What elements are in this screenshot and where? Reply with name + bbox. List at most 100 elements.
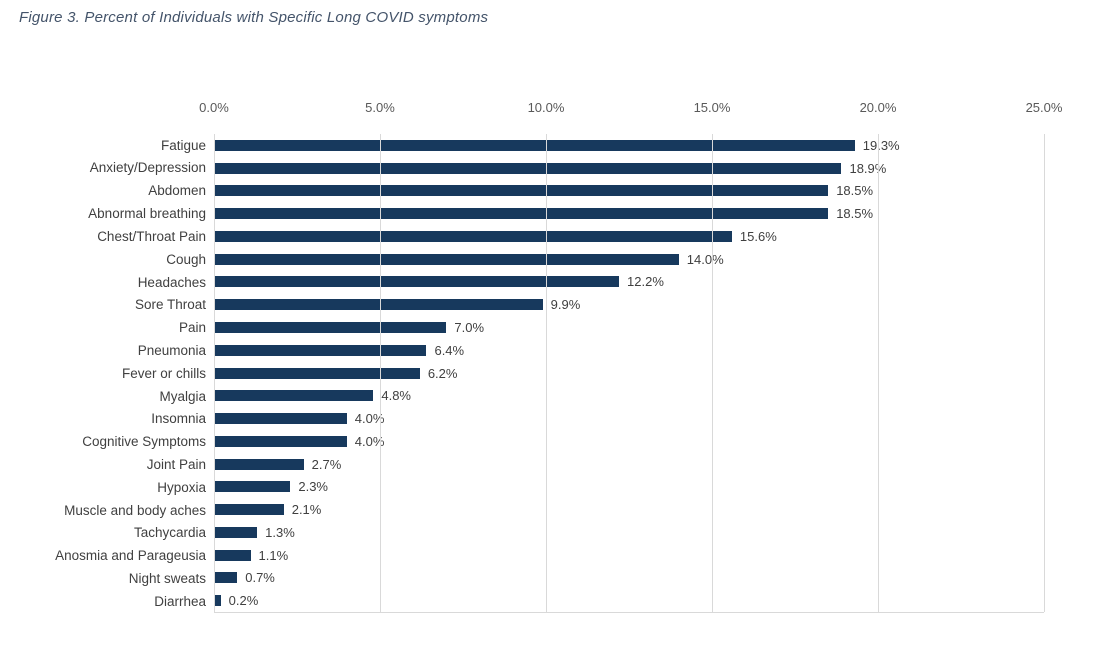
category-label: Fatigue [160,137,206,153]
value-label: 7.0% [454,320,485,335]
x-tick-label: 0.0% [199,100,229,115]
bar-row: 6.4% [214,339,1044,362]
bar-rows: 19.3% 18.9% 18.5% 18.5% 15.6% 14.0% 12.2% 9.9% 7… [214,134,1044,612]
bar [214,413,347,425]
bar [214,481,291,493]
category-label: Cough [166,251,206,267]
category-label: Abdomen [148,183,206,199]
value-label: 15.6% [739,228,777,244]
bar-row: 12.2% [214,271,1044,294]
bar [214,504,284,516]
category-label: Headaches [137,274,206,290]
bar-row: 1.3% [214,521,1044,544]
value-label: 14.0% [686,251,724,267]
bar-row: 19.3% [214,134,1044,157]
category-label: Anosmia and Parageusia [55,548,206,564]
bar [214,458,304,470]
value-label: 4.0% [354,433,385,449]
x-tick-label: 20.0% [859,100,897,115]
x-tick-label: 10.0% [527,100,565,115]
category-label: Fever or chills [121,365,206,381]
category-label: Joint Pain [146,457,206,473]
bar [214,435,347,447]
bar-row: 18.5% [214,202,1044,225]
bar [214,230,732,242]
bar-row: 0.7% [214,567,1044,590]
category-label: Diarrhea [154,593,206,609]
bar-row: 18.5% [214,180,1044,203]
bar [214,139,855,151]
bar [214,595,221,607]
x-tick-label: 25.0% [1025,100,1063,115]
gridline [379,134,381,612]
value-label: 2.7% [311,456,342,472]
bar-row: 6.2% [214,362,1044,385]
gridline [213,134,215,612]
value-label: 6.4% [434,342,465,358]
value-label: 4.0% [354,411,385,427]
category-label: Pain [178,320,206,336]
category-label: Night sweats [128,571,206,587]
value-label: 0.2% [228,593,259,609]
value-label: 18.9% [849,160,887,176]
x-tick-label: 5.0% [365,100,395,115]
value-label: 2.3% [298,479,328,495]
category-label: Insomnia [151,411,206,427]
bar-row: 14.0% [214,248,1044,271]
y-axis-category-labels: Fatigue Anxiety/Depression Abdomen Abnormal… [0,134,206,613]
category-label: Muscle and body aches [64,502,206,518]
bar [214,367,420,379]
bar-row: 4.0% [214,430,1044,453]
bar-row: 15.6% [214,225,1044,248]
bar [214,162,842,174]
bar-row: 2.3% [214,475,1044,498]
bar [214,322,447,333]
value-label: 1.1% [258,547,289,563]
bar [214,299,543,311]
bar-row: 18.9% [214,157,1044,180]
bar-row: 4.8% [214,384,1044,407]
category-label: Hypoxia [157,479,206,495]
bar-row: 2.7% [214,453,1044,476]
x-axis-tick-labels: 0.0% 5.0% 10.0% 15.0% 20.0% 25.0% [199,100,1062,116]
value-label: 18.5% [836,206,874,222]
gridline [711,134,713,612]
category-label: Chest/Throat Pain [97,228,206,244]
category-label: Sore Throat [134,297,206,313]
x-tick-label: 15.0% [693,100,731,115]
gridline [545,134,547,612]
category-label: Myalgia [159,388,206,404]
bar [214,572,238,584]
bar [214,208,829,220]
value-label: 12.2% [627,274,664,290]
category-label: Pneumonia [137,342,206,358]
plot-area: 19.3% 18.9% 18.5% 18.5% 15.6% 14.0% 12.2% 9.9% 7… [213,134,1045,613]
value-label: 2.1% [291,502,322,518]
bar-row: 9.9% [214,293,1044,316]
value-label: 19.3% [862,137,900,153]
category-label: Anxiety/Depression [89,160,206,176]
figure-title: Figure 3. Percent of Individuals with Sp… [19,9,489,26]
value-label: 4.8% [381,388,411,404]
value-label: 0.7% [245,570,275,586]
bar-row: 2.1% [214,498,1044,521]
bar [214,390,374,402]
bar-row: 7.0% [214,316,1044,339]
gridline [1043,134,1045,612]
category-label: Tachycardia [133,525,206,541]
bar [214,526,258,538]
value-label: 6.2% [427,365,458,381]
bar-row: 1.1% [214,544,1044,567]
bar-row: 4.0% [214,407,1044,430]
bar [214,253,679,265]
bar [214,185,829,197]
bar [214,344,427,356]
bar-row: 0.2% [214,589,1044,612]
gridline [877,134,879,612]
category-label: Abnormal breathing [88,206,206,222]
category-label: Cognitive Symptoms [82,434,206,450]
value-label: 1.3% [265,524,295,540]
value-label: 9.9% [550,297,581,313]
value-label: 18.5% [836,183,874,199]
